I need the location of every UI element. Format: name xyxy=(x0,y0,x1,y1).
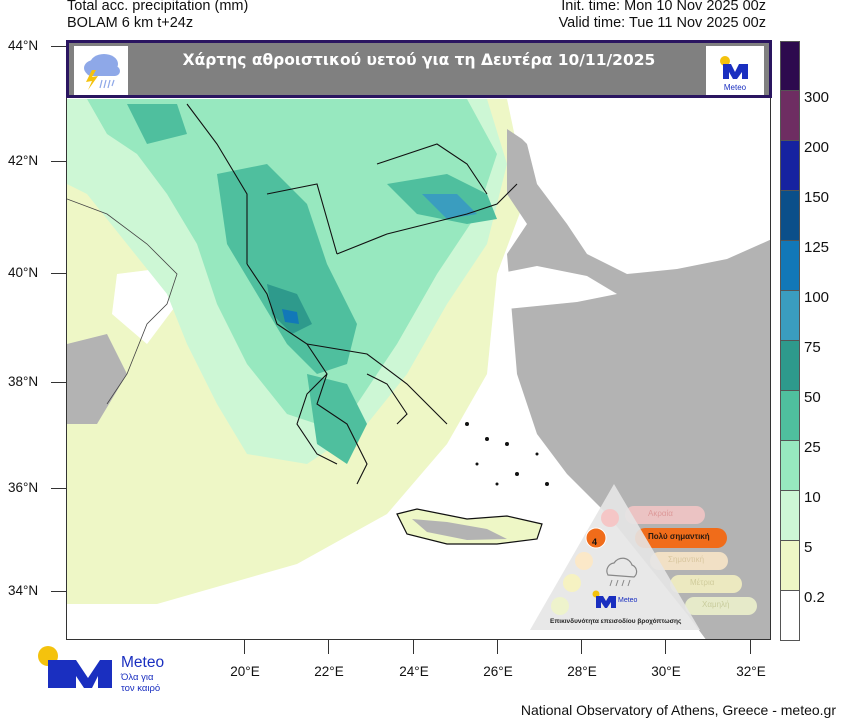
colorbar xyxy=(780,41,800,641)
y-tick xyxy=(51,591,66,593)
x-tick xyxy=(750,640,752,654)
pyramid-logo-text: Meteo xyxy=(618,597,638,604)
colorbar-segment xyxy=(780,241,800,291)
colorbar-label: 150 xyxy=(804,189,830,206)
y-label-36n: 36°N xyxy=(8,480,39,495)
y-tick xyxy=(51,382,66,384)
chart-title: Total acc. precipitation (mm) BOLAM 6 km… xyxy=(67,0,248,32)
y-label-42n: 42°N xyxy=(8,153,39,168)
precipitation-map xyxy=(66,43,771,640)
title-banner: Χάρτης αθροιστικού υετού για τη Δευτέρα … xyxy=(66,40,772,98)
rain-cloud-icon xyxy=(606,557,638,587)
x-tick xyxy=(244,640,246,654)
y-tick xyxy=(51,273,66,275)
risk-pyramid: Ακραία Πολύ σημαντική Σημαντική Μέτρια Χ… xyxy=(530,480,765,632)
valid-time: Valid time: Tue 11 Nov 2025 00z xyxy=(558,15,766,31)
footer-credit: National Observatory of Athens, Greece -… xyxy=(520,702,836,718)
logo-tagline: Όλα για τον καιρό xyxy=(121,672,160,694)
x-label-28e: 28°E xyxy=(567,664,597,679)
colorbar-label: 10 xyxy=(804,489,821,506)
x-tick xyxy=(413,640,415,654)
y-tick xyxy=(51,488,66,490)
colorbar-segment xyxy=(780,141,800,191)
x-label-22e: 22°E xyxy=(314,664,344,679)
banner-title: Χάρτης αθροιστικού υετού για τη Δευτέρα … xyxy=(182,51,656,69)
colorbar-segment xyxy=(780,191,800,241)
meteo-logo xyxy=(36,644,176,694)
colorbar-segment xyxy=(780,341,800,391)
title-line-1: Total acc. precipitation (mm) xyxy=(67,0,249,14)
risk-level-4-number: 4 xyxy=(592,537,598,547)
colorbar-segment xyxy=(780,291,800,341)
x-label-32e: 32°E xyxy=(736,664,766,679)
colorbar-label: 200 xyxy=(804,139,830,156)
x-tick xyxy=(328,640,330,654)
colorbar-segment xyxy=(780,391,800,441)
x-tick xyxy=(665,640,667,654)
x-label-30e: 30°E xyxy=(651,664,681,679)
pyramid-caption: Επικινδυνότητα επεισοδίου βροχόπτωσης xyxy=(550,618,682,625)
risk-level-4: Πολύ σημαντική xyxy=(648,532,710,541)
risk-level-3: Σημαντική xyxy=(668,555,705,564)
colorbar-segment xyxy=(780,441,800,491)
svg-text:Meteo: Meteo xyxy=(724,83,747,92)
risk-level-1: Χαμηλή xyxy=(702,600,730,609)
x-label-26e: 26°E xyxy=(483,664,513,679)
y-label-38n: 38°N xyxy=(8,374,39,389)
colorbar-segment xyxy=(780,591,800,641)
colorbar-label: 100 xyxy=(804,289,830,306)
y-tick xyxy=(51,161,66,163)
logo-tagline-2: τον καιρό xyxy=(121,683,161,694)
colorbar-label: 125 xyxy=(804,239,830,256)
y-label-34n: 34°N xyxy=(8,583,39,598)
x-tick xyxy=(581,640,583,654)
risk-level-5: Ακραία xyxy=(648,509,673,518)
map-graphic xyxy=(67,99,770,639)
x-tick xyxy=(497,640,499,654)
colorbar-label: 0.2 xyxy=(804,589,825,606)
y-label-44n: 44°N xyxy=(8,38,39,53)
logo-tagline-1: Όλα για xyxy=(121,672,154,683)
colorbar-segment xyxy=(780,41,800,91)
colorbar-segment xyxy=(780,91,800,141)
y-label-40n: 40°N xyxy=(8,265,39,280)
colorbar-label: 50 xyxy=(804,389,821,406)
time-info: Init. time: Mon 10 Nov 2025 00z Valid ti… xyxy=(559,0,766,32)
colorbar-label: 75 xyxy=(804,339,821,356)
thunderstorm-rain-icon xyxy=(74,46,128,95)
colorbar-label: 5 xyxy=(804,539,813,556)
logo-name: Meteo xyxy=(121,654,165,671)
title-line-2: BOLAM 6 km t+24z xyxy=(67,15,194,31)
colorbar-label: 300 xyxy=(804,89,830,106)
y-tick xyxy=(51,46,66,48)
init-time: Init. time: Mon 10 Nov 2025 00z xyxy=(561,0,766,14)
x-label-20e: 20°E xyxy=(230,664,260,679)
risk-level-2: Μέτρια xyxy=(690,578,715,587)
colorbar-label: 25 xyxy=(804,439,821,456)
colorbar-segment xyxy=(780,541,800,591)
colorbar-segment xyxy=(780,491,800,541)
meteo-logo-icon: Meteo xyxy=(706,46,764,95)
x-label-24e: 24°E xyxy=(399,664,429,679)
